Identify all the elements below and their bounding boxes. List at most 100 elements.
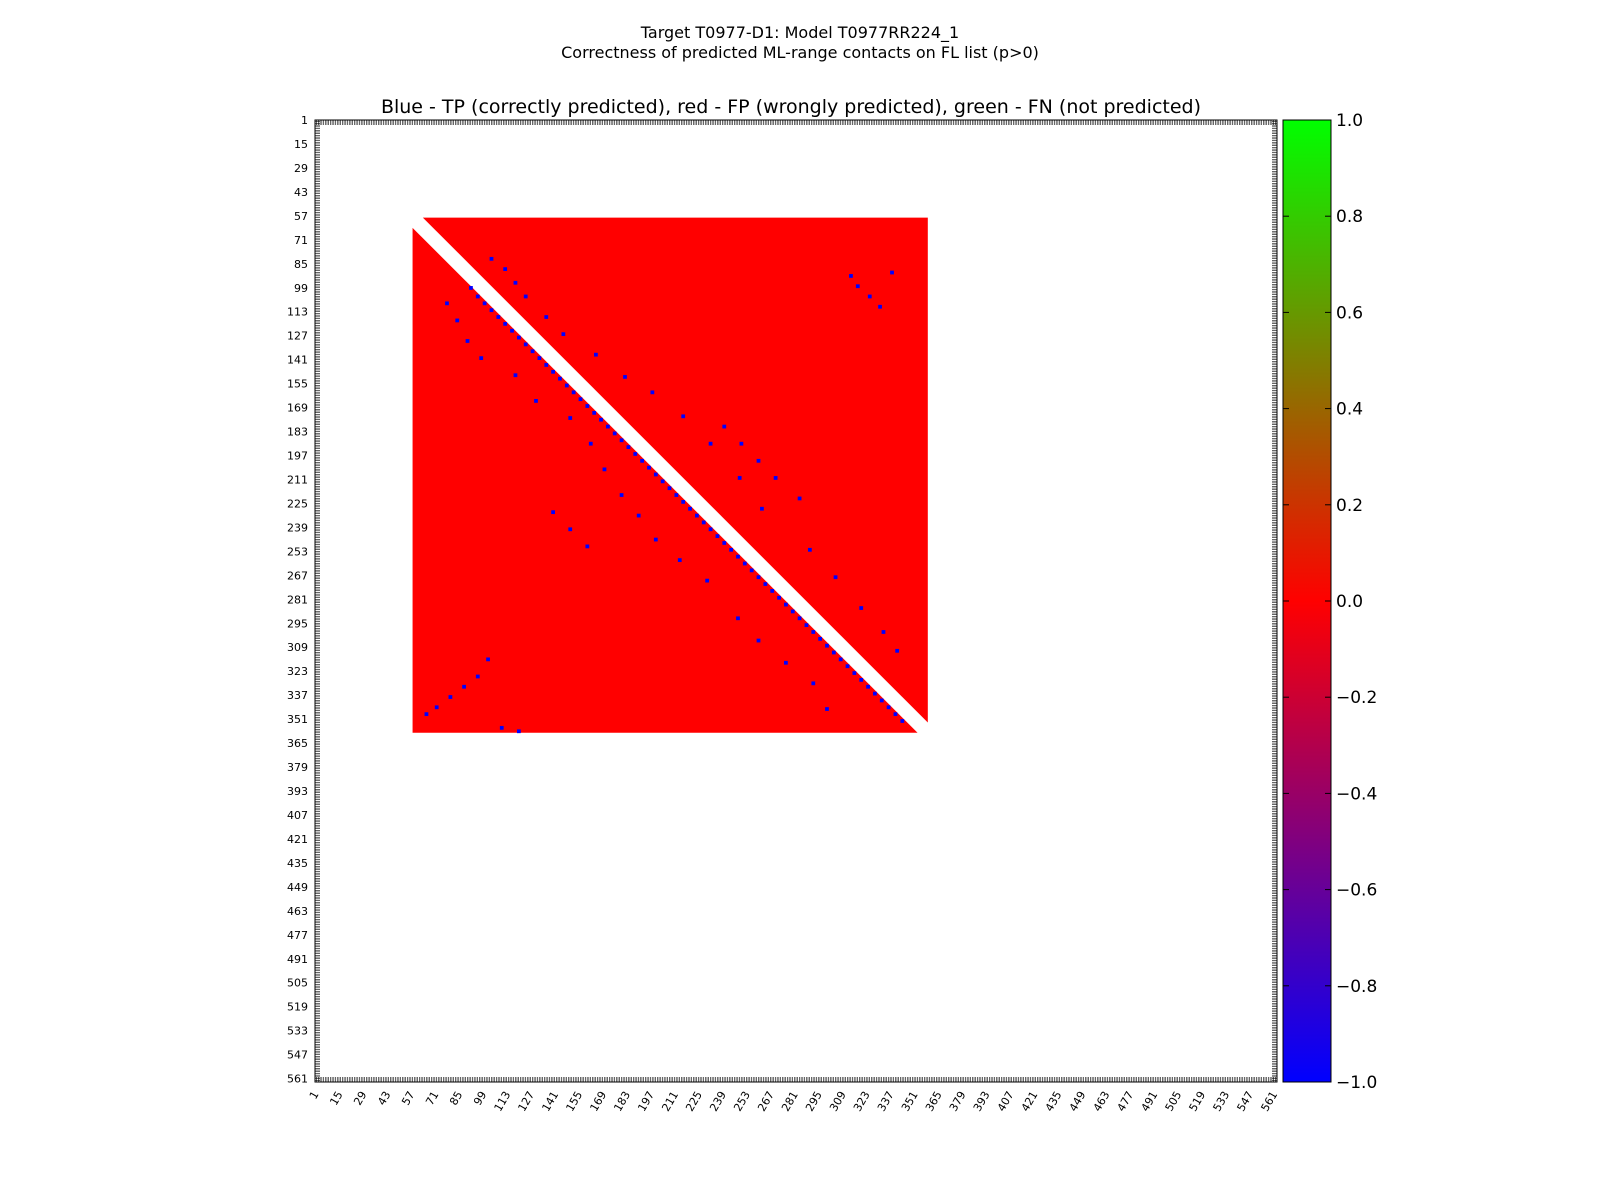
- colorbar-tick-label: −0.4: [1336, 784, 1377, 804]
- tp-contact: [510, 328, 514, 333]
- colorbar-tick-label: 0.6: [1336, 303, 1363, 323]
- tp-contact: [695, 513, 699, 518]
- x-tick-label: 463: [1091, 1089, 1113, 1114]
- tp-contact: [551, 510, 555, 515]
- x-tick-label: 519: [1187, 1089, 1209, 1114]
- tp-contact: [455, 318, 460, 323]
- y-tick-label: 57: [294, 210, 308, 223]
- tp-contact: [588, 441, 593, 446]
- tp-contact: [900, 719, 905, 723]
- tp-contact: [475, 294, 480, 299]
- y-tick-label: 197: [287, 450, 308, 463]
- x-tick-label: 29: [351, 1089, 369, 1108]
- tp-contact: [667, 486, 672, 491]
- y-axis-ticks: 1 15 29 43 57 71 85 99 113 127 141 155 169 183 197 211 2…: [287, 114, 308, 1086]
- x-tick-label: 197: [635, 1089, 657, 1114]
- x-tick-label: 449: [1067, 1089, 1089, 1114]
- tp-contact: [681, 414, 686, 419]
- tp-contact: [465, 339, 470, 343]
- tp-contact: [544, 363, 549, 367]
- tp-contact: [434, 705, 439, 710]
- tp-contact: [784, 602, 788, 607]
- tp-contact: [619, 493, 624, 497]
- tp-contact: [677, 558, 682, 562]
- y-tick-label: 239: [287, 521, 308, 534]
- tp-contact: [623, 375, 627, 379]
- tp-contact: [811, 681, 816, 686]
- tp-contact: [881, 630, 886, 634]
- y-tick-label: 547: [287, 1049, 308, 1062]
- axes-title: Blue - TP (correctly predicted), red - F…: [381, 96, 1201, 118]
- tp-contact: [585, 544, 590, 549]
- tp-contact: [811, 630, 816, 634]
- y-tick-label: 183: [287, 426, 308, 439]
- tp-contact: [674, 493, 679, 497]
- x-tick-label: 155: [563, 1089, 585, 1114]
- tp-contact: [818, 636, 823, 641]
- tp-contact: [537, 356, 542, 360]
- tp-contact: [561, 332, 566, 337]
- y-tick-label: 211: [287, 473, 308, 486]
- x-tick-label: 393: [971, 1089, 993, 1114]
- x-tick-label: 127: [516, 1089, 538, 1114]
- tp-contact: [516, 729, 521, 734]
- x-tick-label: 225: [683, 1089, 705, 1114]
- tp-contact: [688, 506, 692, 511]
- tp-contact: [825, 643, 829, 648]
- x-tick-label: 547: [1234, 1089, 1256, 1114]
- y-tick-label: 1: [301, 114, 308, 127]
- tp-contact: [804, 623, 809, 628]
- tp-contact: [784, 660, 788, 665]
- x-tick-label: 267: [755, 1089, 777, 1114]
- y-tick-label: 393: [287, 785, 308, 798]
- x-tick-label: 561: [1258, 1089, 1280, 1114]
- fp-region-upper: [422, 217, 928, 723]
- x-axis-ticks: 1 15 29 43 57 71 85 99 113 127 141 155 169 183 197 211 2…: [307, 1089, 1280, 1114]
- tp-contact: [558, 376, 562, 381]
- y-tick-label: 155: [287, 378, 308, 391]
- tp-contact: [873, 691, 877, 696]
- y-tick-label: 15: [294, 138, 308, 151]
- tp-contact: [568, 527, 573, 532]
- tp-contact: [736, 616, 740, 621]
- colorbar-tick-label: 0.8: [1336, 207, 1363, 227]
- tp-contact: [749, 568, 754, 573]
- minor-ticks: [314, 119, 1278, 1083]
- tp-contact: [708, 441, 713, 446]
- tp-contact: [756, 458, 761, 463]
- x-tick-label: 1: [307, 1089, 322, 1102]
- tp-contact: [737, 476, 742, 480]
- tp-contact: [424, 712, 429, 717]
- y-tick-label: 267: [287, 569, 308, 582]
- tp-contact: [849, 274, 853, 278]
- tp-contact: [770, 589, 775, 593]
- colorbar-tick-label: 0.0: [1336, 592, 1363, 612]
- tp-contact: [489, 308, 494, 313]
- y-tick-label: 435: [287, 857, 308, 870]
- tp-contact: [602, 467, 607, 472]
- y-tick-label: 281: [287, 593, 308, 606]
- x-tick-label: 211: [659, 1089, 681, 1114]
- tp-contact: [790, 609, 795, 614]
- x-tick-label: 323: [851, 1089, 873, 1114]
- tp-contact: [878, 304, 882, 309]
- tp-contact: [647, 465, 651, 470]
- tp-contact: [503, 321, 508, 326]
- colorbar-tick-label: 0.2: [1336, 496, 1363, 516]
- tp-contact: [626, 445, 631, 449]
- y-tick-label: 99: [294, 282, 308, 295]
- y-tick-label: 379: [287, 761, 308, 774]
- y-tick-label: 225: [287, 497, 308, 510]
- tp-contact: [866, 684, 870, 689]
- colorbar: 1.0 0.8 0.6 0.4 0.2 0.0 −0.2 −0.4 −0.6 −0.8 −1.0: [1282, 111, 1377, 1093]
- y-tick-label: 141: [287, 354, 308, 367]
- x-tick-label: 491: [1139, 1089, 1161, 1114]
- x-tick-label: 141: [539, 1089, 561, 1114]
- tp-contact: [475, 674, 480, 679]
- tp-contact: [845, 664, 850, 669]
- fp-region-lower: [412, 227, 918, 733]
- x-tick-label: 505: [1163, 1089, 1185, 1114]
- x-tick-label: 15: [327, 1089, 345, 1108]
- y-tick-label: 491: [287, 953, 308, 966]
